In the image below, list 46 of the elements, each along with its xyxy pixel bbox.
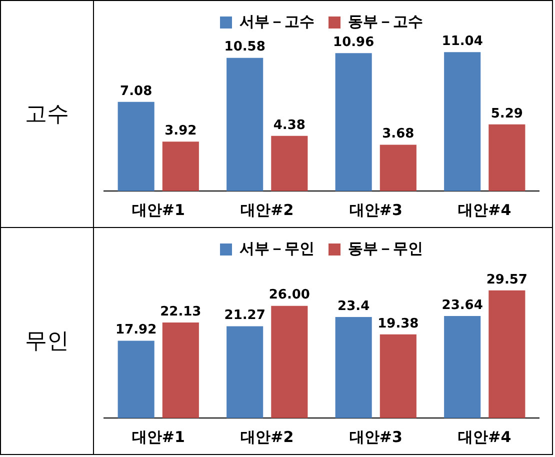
data-label: 19.38 bbox=[378, 316, 419, 332]
bar bbox=[488, 290, 526, 418]
x-tick-label: 대안#3 bbox=[349, 428, 402, 446]
x-tick-label: 대안#3 bbox=[349, 200, 402, 219]
x-tick-label: 대안#1 bbox=[132, 200, 185, 219]
bar bbox=[380, 334, 416, 418]
legend-label: 서부－고수 bbox=[240, 12, 314, 30]
data-label: 26.00 bbox=[268, 288, 310, 303]
x-tick-label: 대안#1 bbox=[132, 428, 185, 446]
data-label: 11.04 bbox=[442, 34, 483, 49]
bar bbox=[444, 316, 481, 418]
data-label: 23.4 bbox=[338, 298, 370, 314]
data-label: 7.08 bbox=[120, 84, 152, 99]
bar bbox=[271, 306, 308, 418]
data-label: 3.92 bbox=[164, 124, 197, 139]
y-axis-title: 고수 bbox=[1, 1, 94, 227]
data-label: 10.58 bbox=[224, 40, 266, 55]
data-label: 10.96 bbox=[333, 34, 374, 50]
bar bbox=[162, 322, 199, 418]
bar bbox=[118, 340, 154, 418]
data-label: 3.68 bbox=[382, 126, 414, 142]
bar bbox=[226, 326, 264, 418]
bar bbox=[335, 53, 372, 191]
bar bbox=[118, 102, 154, 191]
y-axis-title: 무인 bbox=[1, 228, 94, 454]
data-label: 22.13 bbox=[160, 304, 202, 320]
bar bbox=[444, 52, 481, 191]
legend-label: 동부－무인 bbox=[348, 239, 423, 258]
legend-label: 동부－고수 bbox=[348, 12, 423, 30]
data-label: 23.64 bbox=[442, 298, 483, 313]
bar bbox=[162, 142, 199, 191]
legend-label: 서부－무인 bbox=[240, 239, 314, 258]
data-label: 21.27 bbox=[224, 308, 266, 324]
x-tick-label: 대안#4 bbox=[458, 200, 512, 219]
bar bbox=[488, 124, 526, 191]
data-label: 17.92 bbox=[116, 322, 157, 338]
bar bbox=[380, 144, 416, 191]
bar bbox=[226, 58, 264, 191]
x-tick-label: 대안#4 bbox=[458, 428, 512, 446]
x-tick-label: 대안#2 bbox=[240, 200, 294, 219]
x-tick-label: 대안#2 bbox=[240, 428, 294, 446]
data-label: 29.57 bbox=[486, 272, 528, 288]
data-label: 4.38 bbox=[273, 118, 306, 133]
bar bbox=[335, 317, 372, 418]
bar bbox=[271, 136, 308, 191]
data-label: 5.29 bbox=[490, 106, 523, 122]
